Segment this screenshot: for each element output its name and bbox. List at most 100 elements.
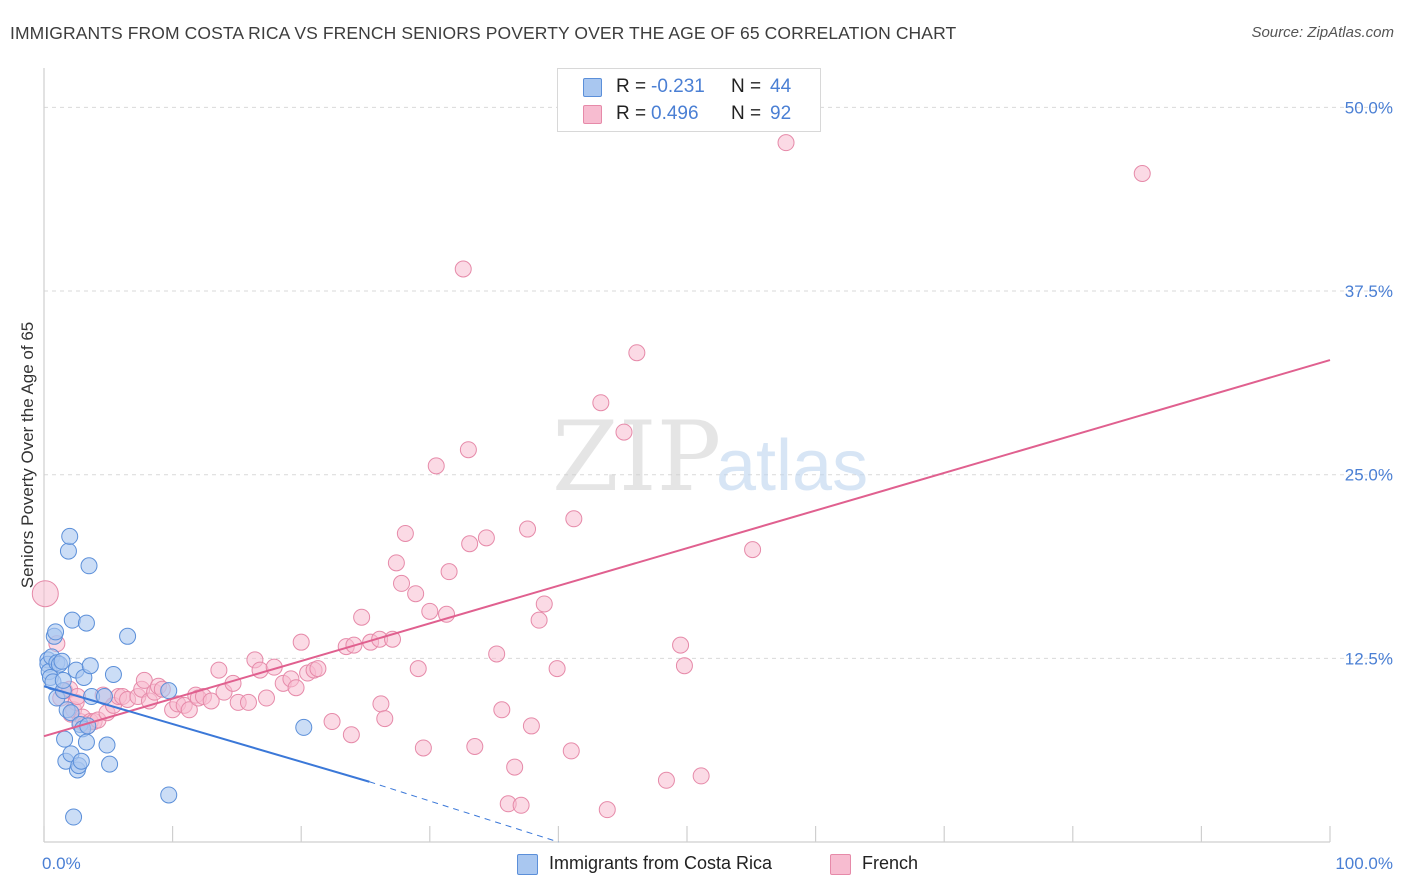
french-point	[522, 717, 540, 735]
french-point	[287, 679, 305, 697]
french-point	[202, 692, 220, 710]
x-tick-label: 100.0%	[1335, 854, 1393, 873]
french-point	[493, 701, 511, 719]
legend-n-value: 44	[770, 76, 792, 97]
watermark-atlas: atlas	[716, 426, 868, 506]
french-point	[562, 742, 580, 760]
legend-n-value: 92	[770, 103, 792, 124]
series-label-french: French	[862, 853, 919, 873]
french-point	[628, 344, 646, 362]
costa-rica-trend-extension	[369, 781, 559, 843]
french-point	[466, 738, 484, 755]
series-swatch-french	[830, 854, 851, 875]
french-point	[512, 796, 530, 814]
costa-rica-point	[63, 611, 81, 629]
axes	[43, 68, 1331, 843]
costa-rica-points	[39, 527, 313, 826]
legend-row-costa-rica: R = -0.231 N = 44	[558, 74, 820, 100]
costa-rica-point	[65, 808, 83, 826]
x-tick-labels: 0.0% 100.0%	[42, 854, 1393, 873]
costa-rica-point	[119, 627, 137, 645]
french-point	[180, 701, 198, 719]
french-point	[31, 580, 59, 608]
french-trend-line	[43, 359, 1331, 738]
legend-r-label: R =	[616, 103, 647, 124]
costa-rica-point	[54, 671, 72, 689]
french-point	[488, 645, 506, 663]
french-point	[530, 611, 548, 629]
french-point	[393, 574, 411, 592]
legend-r-value: 0.496	[651, 103, 699, 124]
french-point	[777, 134, 795, 152]
watermark: ZIP atlas	[552, 401, 868, 513]
legend-swatch-costa-rica	[583, 78, 602, 97]
x-tick-label: 0.0%	[42, 854, 81, 873]
y-axis-label: Seniors Poverty Over the Age of 65	[18, 322, 37, 588]
costa-rica-point	[56, 730, 74, 748]
costa-rica-point	[47, 623, 65, 641]
legend-n-label: N =	[731, 76, 762, 97]
french-point	[292, 633, 310, 651]
french-point	[675, 657, 693, 675]
y-tick-label: 25.0%	[1345, 466, 1393, 485]
french-point	[1133, 165, 1151, 182]
french-point	[210, 661, 228, 679]
french-point	[376, 710, 394, 728]
costa-rica-point	[72, 752, 90, 770]
y-tick-label: 12.5%	[1345, 649, 1393, 668]
french-point	[309, 660, 327, 678]
french-point	[407, 585, 425, 603]
french-point	[459, 441, 477, 459]
costa-rica-point	[101, 755, 119, 773]
costa-rica-point	[81, 657, 99, 675]
costa-rica-point	[53, 652, 71, 670]
correlation-legend: R = -0.231 N = 44 R = 0.496 N = 92	[557, 68, 821, 132]
grid-lines	[44, 106, 1394, 659]
french-point	[421, 602, 439, 620]
french-point	[427, 457, 445, 475]
french-point	[323, 713, 341, 731]
costa-rica-point	[104, 666, 122, 684]
series-legend: Immigrants from Costa Rica French	[0, 852, 1406, 878]
french-point	[414, 739, 432, 757]
french-point	[506, 758, 524, 776]
french-point	[615, 423, 633, 441]
legend-r-value: -0.231	[651, 76, 705, 97]
french-point	[592, 394, 610, 412]
french-point	[672, 636, 690, 654]
french-point	[353, 608, 371, 626]
costa-rica-point	[80, 557, 98, 575]
legend-r-label: R =	[616, 76, 647, 97]
french-point	[519, 520, 537, 538]
costa-rica-point	[160, 786, 178, 804]
series-label-costa-rica: Immigrants from Costa Rica	[549, 853, 773, 873]
french-point	[657, 771, 675, 789]
costa-rica-point	[77, 614, 95, 632]
french-point	[372, 695, 390, 713]
costa-rica-trend-line	[43, 685, 370, 783]
french-point	[477, 529, 495, 547]
costa-rica-point	[62, 704, 80, 722]
watermark-zip: ZIP	[552, 401, 721, 513]
french-point	[135, 671, 153, 689]
french-point	[409, 660, 427, 678]
y-tick-label: 50.0%	[1345, 98, 1393, 117]
french-point	[565, 510, 583, 528]
french-point	[342, 726, 360, 744]
french-point	[744, 541, 762, 559]
chart-title: IMMIGRANTS FROM COSTA RICA VS FRENCH SEN…	[10, 23, 957, 43]
french-point	[548, 660, 566, 678]
costa-rica-point	[77, 733, 95, 751]
french-point	[239, 693, 257, 711]
french-point	[598, 801, 616, 819]
french-point	[461, 535, 479, 553]
series-swatch-costa-rica	[517, 854, 538, 875]
trend-lines	[43, 359, 1331, 843]
french-point	[454, 260, 472, 278]
french-point	[440, 563, 458, 581]
costa-rica-point	[98, 736, 116, 754]
french-point	[396, 524, 414, 542]
french-point	[257, 689, 275, 707]
costa-rica-point	[59, 542, 77, 560]
